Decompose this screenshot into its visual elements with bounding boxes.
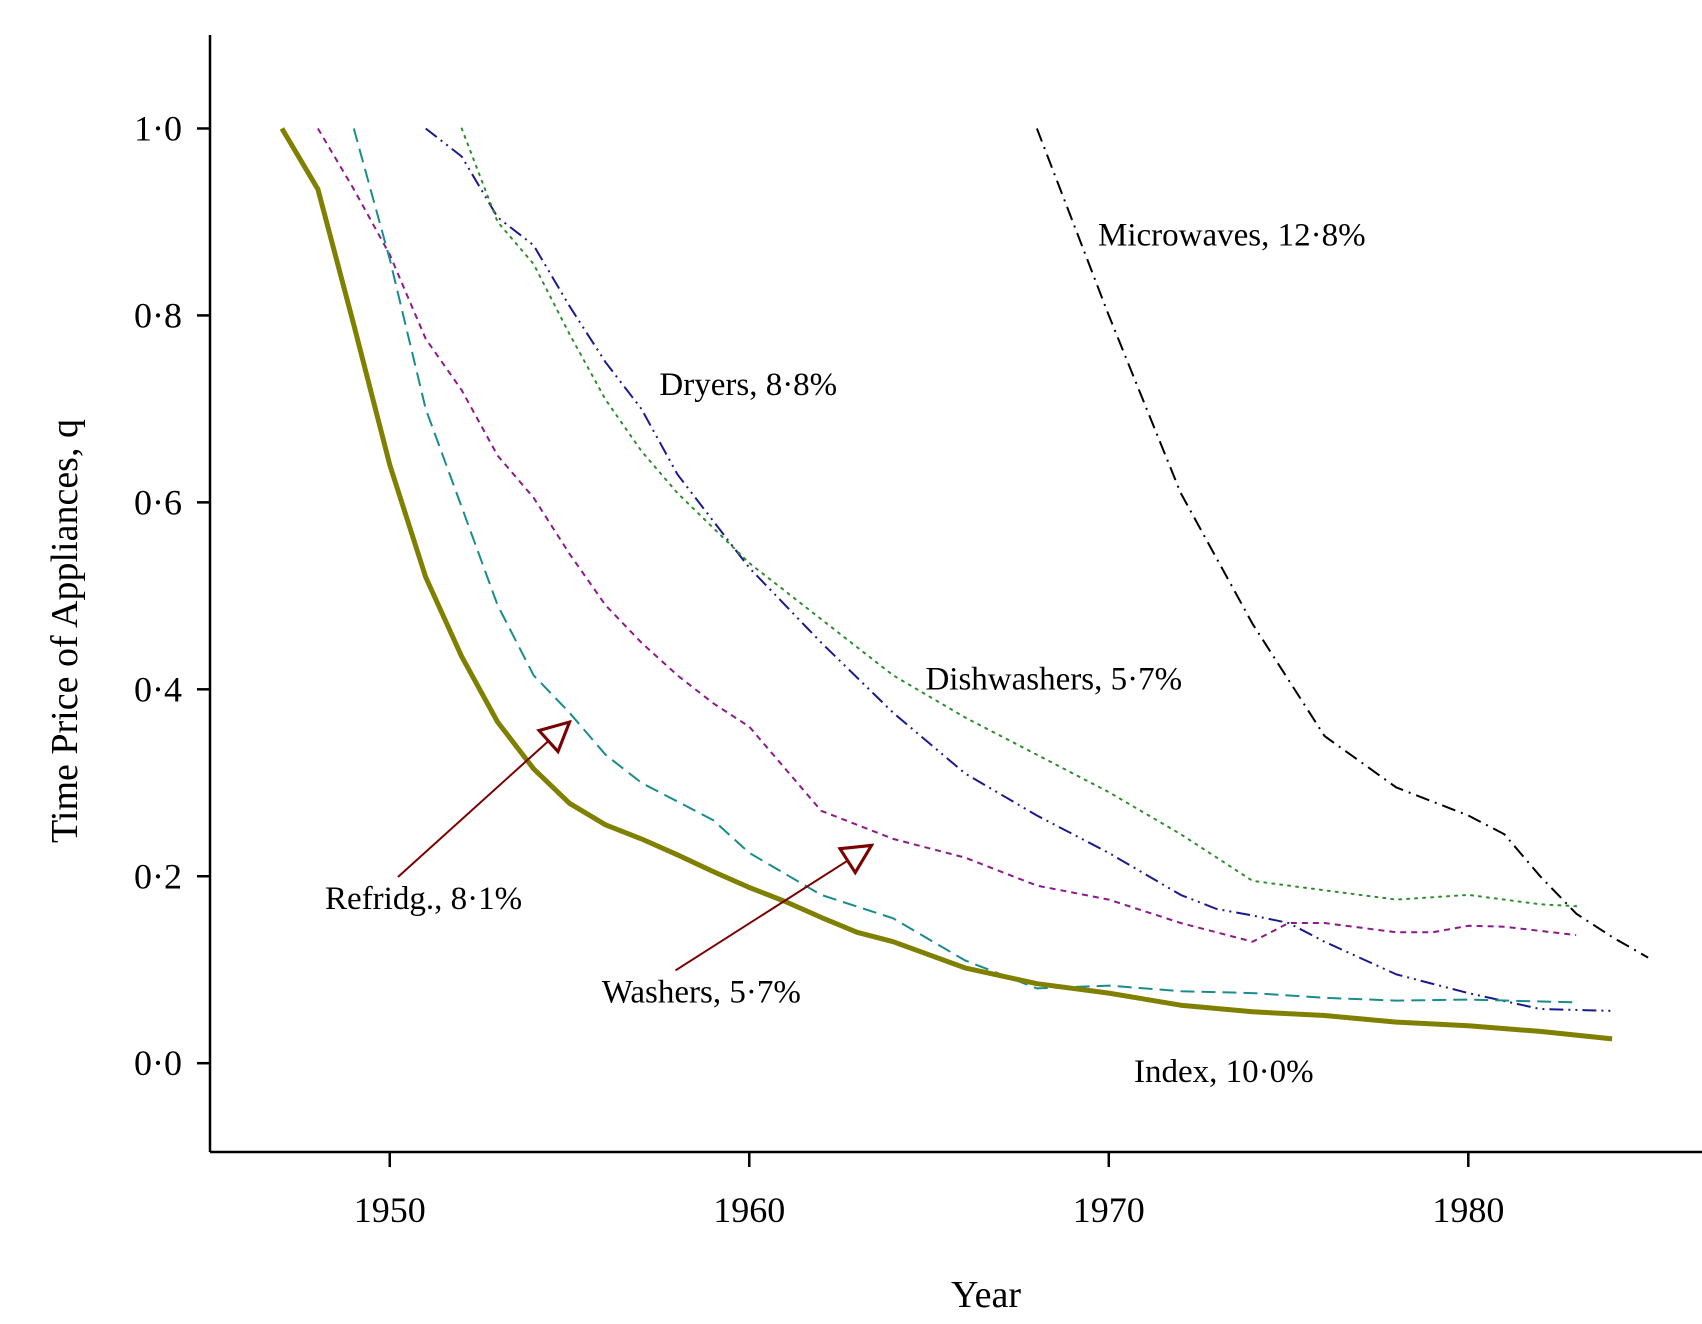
series-layer (279, 127, 1649, 1042)
annotation-layer: Microwaves, 12·8% Dryers, 8·8% Dishwashers… (325, 217, 1366, 1090)
y-tick-label: 0·6 (134, 482, 182, 522)
series-line-dishwashers-5-7 (460, 127, 1578, 908)
series-label-washers-5-7: Washers, 5·7% (602, 974, 801, 1010)
series-line-washers-5-7 (352, 128, 1577, 1004)
series-label-index-10-0: Index, 10·0% (1134, 1054, 1314, 1090)
series-line-index-10-0 (279, 127, 1613, 1042)
x-axis-title: Year (951, 1274, 1021, 1316)
y-ticks: 0·0 0·2 0·4 0·6 0·8 1·0 (134, 108, 210, 1083)
y-tick-label: 0·4 (134, 669, 182, 709)
series-label-microwaves-12-8: Microwaves, 12·8% (1098, 217, 1366, 253)
y-tick-label: 0·2 (134, 856, 182, 896)
x-tick-label: 1970 (1073, 1190, 1145, 1230)
x-tick-label: 1950 (354, 1190, 426, 1230)
series-label-dishwashers-5-7: Dishwashers, 5·7% (925, 661, 1182, 697)
y-tick-label: 0·8 (134, 295, 182, 335)
y-tick-label: 1·0 (134, 108, 182, 148)
x-tick-label: 1960 (713, 1190, 785, 1230)
x-tick-label: 1980 (1432, 1190, 1504, 1230)
arrow-washers-5-7 (674, 845, 871, 972)
arrow-refridg-8-1 (397, 722, 570, 878)
series-line-refridg-8-1 (317, 127, 1577, 943)
axes (208, 35, 1702, 1154)
x-ticks: 1950 1960 1970 1980 (354, 1152, 1504, 1230)
y-axis-title: Time Price of Appliances, q (44, 419, 86, 843)
series-label-refridg-8-1: Refridg., 8·1% (325, 881, 522, 917)
y-tick-label: 0·0 (134, 1043, 182, 1083)
series-label-dryers-8-8: Dryers, 8·8% (659, 367, 837, 403)
series-line-dryers-8-8 (425, 127, 1613, 1012)
